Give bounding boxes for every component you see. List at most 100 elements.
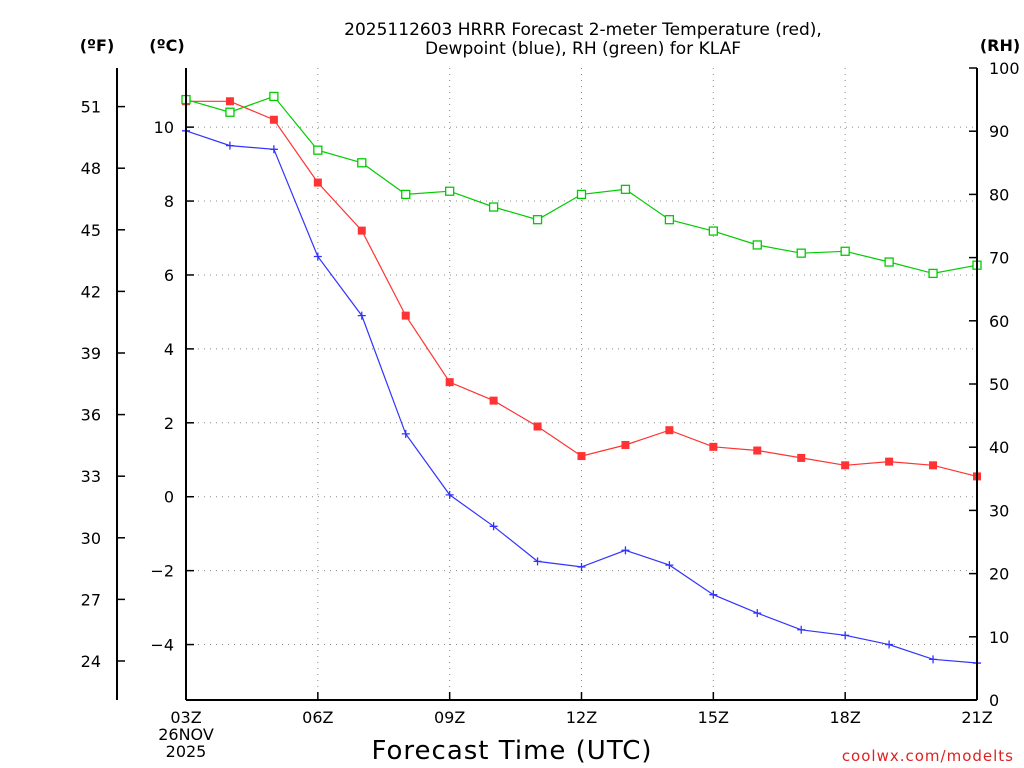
rh-tick-label: 0 [989,691,999,710]
dewpoint-point [489,522,498,531]
temperature-point [401,311,410,320]
rh-tick-label: 10 [989,628,1009,647]
temperature-point [269,115,278,124]
c-tick-label: 10 [154,118,174,137]
label-layer: 2025112603 HRRR Forecast 2-meter Tempera… [80,20,1020,766]
x-tick-label: 15Z [698,708,729,727]
temperature-point [225,97,234,106]
rh-point [225,107,235,117]
dewpoint-point [225,141,234,150]
date-label-line1: 26NOV [158,725,214,744]
date-label-line2: 2025 [166,742,207,761]
dewpoint-point [665,561,674,570]
c-tick-label: −2 [150,562,174,581]
rh-point [313,145,323,155]
c-tick-label: 6 [164,266,174,285]
c-tick-label: 2 [164,414,174,433]
f-tick-label: 51 [81,98,101,117]
f-tick-label: 45 [81,221,101,240]
series-layer [181,91,982,668]
f-tick-label: 36 [81,406,101,425]
rh-point [576,189,587,200]
f-tick-label: 48 [81,159,101,178]
rh-tick-label: 20 [989,565,1009,584]
axis-layer: 03Z 06Z 09Z 12Z 15Z 18Z 21Z−4−2024681024273033… [81,59,1020,727]
dewpoint-point [401,429,410,438]
temperature-point [621,440,630,449]
chart-title-line1: 2025112603 HRRR Forecast 2-meter Tempera… [344,20,822,40]
dewpoint-point [577,562,586,571]
temperature-point [753,446,762,455]
rh-point [884,257,894,267]
dewpoint-point [797,625,806,634]
c-tick-label: 4 [164,340,174,359]
x-tick-label: 03Z [170,708,201,727]
rh-tick-label: 50 [989,375,1009,394]
dewpoint-point [709,590,718,599]
x-tick-label: 21Z [961,708,992,727]
rh-point [620,184,631,194]
temperature-point [313,178,322,187]
c-tick-label: 0 [164,488,174,507]
temperature-point [577,452,586,461]
x-tick-label: 18Z [830,708,861,727]
dewpoint-point [445,490,454,499]
rh-point [269,91,279,102]
x-axis-title: Forecast Time (UTC) [371,736,652,766]
temperature-point [665,426,674,435]
f-tick-label: 27 [81,590,101,609]
f-tick-label: 39 [81,344,101,363]
rh-point [708,226,718,236]
unit-label-f: (ºF) [80,36,115,55]
temperature-point [885,457,894,466]
rh-point [752,240,762,250]
rh-point [401,189,411,200]
temperature-point [357,226,366,235]
rh-point [357,158,367,168]
rh-point [928,268,938,279]
f-tick-label: 24 [81,652,101,671]
f-tick-label: 42 [81,282,101,301]
dewpoint-point [841,631,850,640]
rh-point [664,215,675,225]
credit-text: coolwx.com/modelts [842,747,1014,765]
temperature-point [709,442,718,451]
rh-tick-label: 40 [989,438,1009,457]
dewpoint-line [185,130,978,664]
rh-tick-label: 60 [989,312,1009,331]
f-tick-label: 33 [81,467,101,486]
rh-point [840,246,850,256]
rh-tick-label: 80 [989,185,1009,204]
temperature-point [533,422,542,431]
rh-tick-label: 90 [989,122,1009,141]
unit-label-rh: (RH) [980,36,1020,55]
rh-tick-label: 30 [989,501,1009,520]
temperature-point [841,461,850,470]
dewpoint-point [621,546,630,555]
rh-point [488,202,499,212]
rh-tick-label: 100 [989,59,1020,78]
dewpoint-point [269,145,278,154]
rh-point [445,186,455,196]
rh-tick-label: 70 [989,249,1009,268]
dewpoint-point [885,640,894,649]
dewpoint-point [753,609,762,618]
temperature-point [929,461,938,470]
f-tick-label: 30 [81,529,101,548]
temperature-point [797,453,806,462]
temperature-line [186,100,978,477]
x-tick-label: 12Z [566,708,597,727]
chart-title-line2: Dewpoint (blue), RH (green) for KLAF [425,39,741,59]
rh-point [532,215,543,225]
temperature-point [489,396,498,405]
dewpoint-point [357,311,366,320]
dewpoint-point [313,252,322,261]
x-tick-label: 09Z [434,708,465,727]
unit-label-c: (ºC) [149,36,184,55]
c-tick-label: −4 [150,636,174,655]
dewpoint-point [533,557,542,566]
dewpoint-point [929,655,938,664]
c-tick-label: 8 [164,192,174,211]
x-tick-label: 06Z [302,708,333,727]
